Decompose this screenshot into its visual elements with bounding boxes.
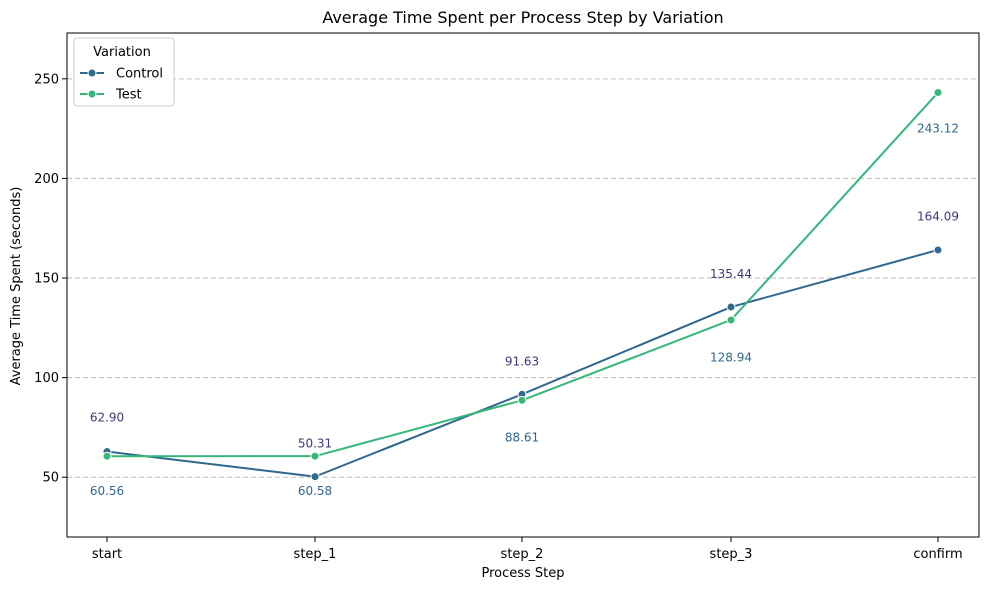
legend-swatch-marker	[87, 89, 97, 99]
data-point-control	[310, 472, 320, 482]
y-tick-label: 250	[34, 72, 59, 87]
legend: Variation Control Test	[73, 37, 175, 107]
grid-lines	[67, 78, 979, 478]
legend-entry-label: Control	[116, 67, 163, 82]
chart-title: Average Time Spent per Process Step by V…	[322, 8, 723, 27]
y-tick-label: 100	[34, 371, 59, 386]
data-point-test	[310, 451, 320, 461]
y-axis: 50 100 150 200 250	[34, 72, 67, 486]
data-point-test	[102, 451, 112, 461]
data-label: 60.56	[90, 484, 124, 498]
x-axis-label: Process Step	[481, 566, 564, 581]
legend-title: Variation	[93, 45, 151, 60]
data-point-test	[726, 315, 736, 325]
y-tick-label: 200	[34, 172, 59, 187]
x-tick-label: confirm	[913, 547, 962, 562]
legend-entry-label: Test	[115, 88, 142, 103]
data-label: 128.94	[710, 351, 752, 365]
y-tick-label: 50	[42, 471, 59, 486]
y-tick-label: 150	[34, 272, 59, 287]
data-label: 91.63	[505, 355, 539, 369]
x-tick-label: step_3	[710, 547, 753, 562]
data-label: 60.58	[298, 484, 332, 498]
plot-frame	[66, 32, 980, 538]
data-label: 164.09	[917, 209, 959, 223]
series-layer	[102, 88, 943, 482]
data-point-control	[933, 245, 943, 255]
data-point-control	[726, 302, 736, 312]
data-label: 243.12	[917, 122, 959, 136]
data-labels: 62.90 60.56 50.31 60.58 91.63 88.61 135.44 128.…	[90, 122, 959, 499]
data-label: 62.90	[90, 410, 124, 424]
data-point-test	[517, 395, 527, 405]
data-point-test	[933, 88, 943, 98]
x-tick-label: start	[92, 547, 122, 562]
legend-swatch-marker	[87, 68, 97, 78]
y-axis-label: Average Time Spent (seconds)	[9, 187, 24, 386]
x-axis: start step_1 step_2 step_3 confirm	[92, 537, 963, 562]
data-label: 50.31	[298, 436, 332, 450]
data-label: 88.61	[505, 430, 539, 444]
x-tick-label: step_2	[501, 547, 544, 562]
legend-entries: Control Test	[80, 67, 163, 103]
legend-box	[73, 37, 175, 107]
data-label: 135.44	[710, 267, 752, 281]
x-tick-label: step_1	[294, 547, 337, 562]
